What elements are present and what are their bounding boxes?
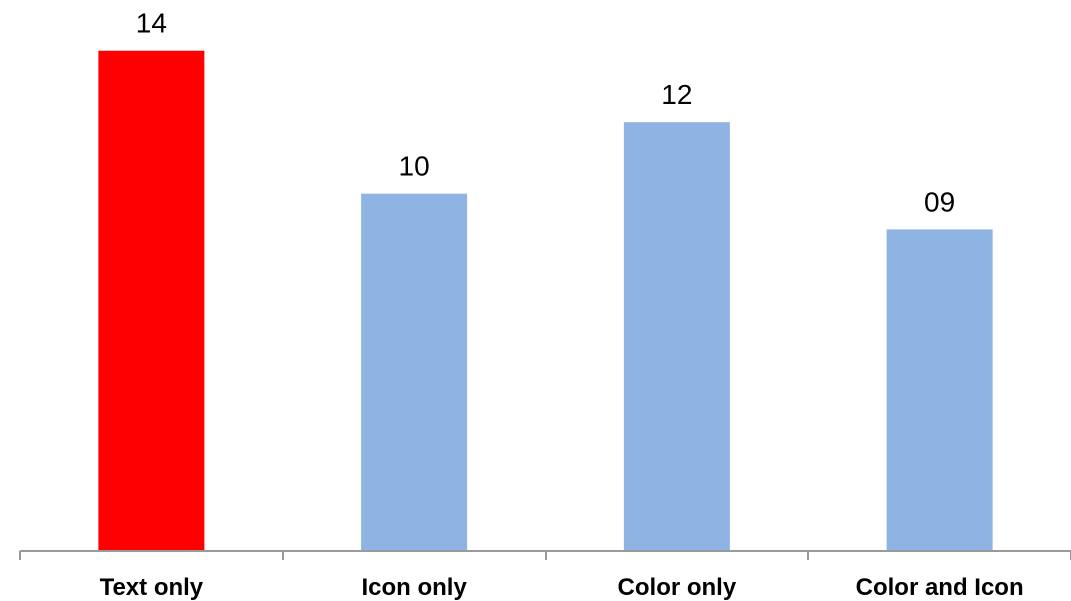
data-label: 12 bbox=[661, 79, 692, 110]
data-labels-layer: 14 10 12 09 bbox=[136, 8, 955, 218]
category-labels-layer: Text only Icon only Color only Color and Ic… bbox=[100, 574, 1024, 601]
bar-color-only bbox=[623, 122, 730, 551]
data-label: 14 bbox=[136, 8, 167, 39]
bar-icon-only bbox=[361, 193, 468, 551]
category-label: Text only bbox=[100, 574, 204, 601]
bar-color-and-icon bbox=[886, 229, 993, 551]
bars-layer bbox=[98, 50, 993, 552]
category-label: Icon only bbox=[361, 574, 467, 601]
x-axis-ticks bbox=[19, 551, 1071, 560]
data-label: 10 bbox=[399, 151, 430, 182]
data-label: 09 bbox=[924, 186, 955, 217]
category-label: Color and Icon bbox=[856, 574, 1024, 601]
bar-text-only bbox=[98, 50, 205, 552]
category-label: Color only bbox=[618, 574, 737, 601]
